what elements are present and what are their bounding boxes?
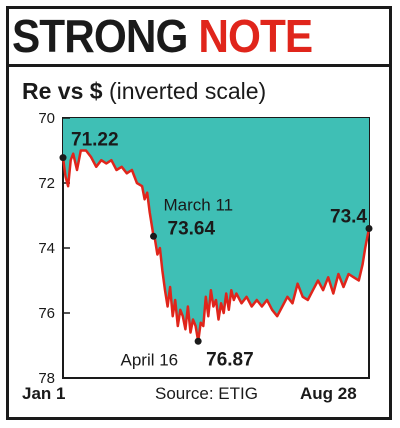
annotation-value: 71.22 xyxy=(71,130,119,151)
y-tick-label: 72 xyxy=(38,175,55,192)
y-tick-label: 74 xyxy=(38,240,55,257)
annotation-value: 73.4 xyxy=(330,207,367,228)
annotation-date: April 16 xyxy=(121,350,179,369)
annotation-layer: 71.22 March 11 73.64 April 16 76.87 73.4 xyxy=(59,130,373,370)
tick-layer: 70 72 74 76 78 xyxy=(38,110,70,387)
series-line xyxy=(61,149,371,343)
x-tick-start: Jan 1 xyxy=(22,384,66,403)
source-label: Source: ETIG xyxy=(155,384,258,403)
subtitle-main: Re vs $ xyxy=(22,78,103,104)
annotation-value: 73.64 xyxy=(168,218,216,239)
y-tick-label: 70 xyxy=(38,110,55,127)
chart-subtitle: Re vs $ (inverted scale) xyxy=(22,78,266,105)
y-tick-label: 78 xyxy=(38,370,55,387)
area-fill xyxy=(63,118,369,342)
x-tick-end: Aug 28 xyxy=(300,384,357,403)
fill-layer xyxy=(63,118,369,342)
subtitle-note: (inverted scale) xyxy=(108,78,267,104)
headline-part1: STRONG xyxy=(12,10,199,62)
headline: STRONG NOTE xyxy=(12,10,313,62)
annotation-point xyxy=(150,232,158,240)
annotation-date: March 11 xyxy=(164,195,234,214)
annotation-point xyxy=(365,225,373,232)
annotation-value: 76.87 xyxy=(206,349,254,370)
line-layer xyxy=(61,149,371,343)
headline-rule xyxy=(6,64,392,67)
annotation-point xyxy=(194,337,202,345)
y-tick-label: 76 xyxy=(38,305,55,322)
annotation-point xyxy=(59,154,67,162)
headline-part2: NOTE xyxy=(198,10,313,62)
